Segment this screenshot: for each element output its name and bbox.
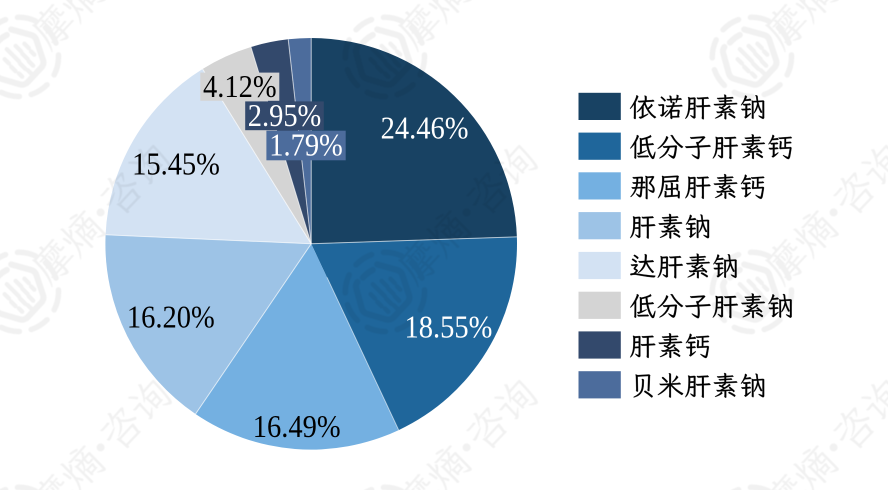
- svg-text:16.49%: 16.49%: [253, 409, 341, 445]
- svg-text:2.95%: 2.95%: [248, 98, 322, 134]
- svg-text:4.12%: 4.12%: [203, 68, 277, 104]
- svg-text:1.79%: 1.79%: [269, 127, 343, 163]
- svg-text:24.46%: 24.46%: [381, 110, 469, 146]
- svg-text:18.55%: 18.55%: [404, 309, 492, 345]
- svg-text:16.20%: 16.20%: [127, 299, 215, 335]
- svg-text:15.45%: 15.45%: [132, 146, 220, 182]
